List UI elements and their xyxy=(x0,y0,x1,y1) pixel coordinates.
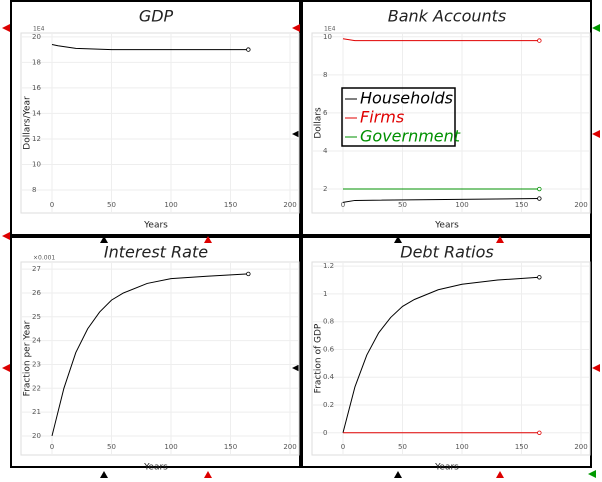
y-tick-label: 26 xyxy=(32,289,41,297)
y-axis-label: Fraction per Year xyxy=(23,320,33,396)
series-line xyxy=(51,273,249,437)
legend-box xyxy=(341,87,456,147)
y-tick-label: 0 xyxy=(323,429,327,437)
chart-title: Debt Ratios xyxy=(400,243,493,262)
y-tick-label: 27 xyxy=(32,265,41,273)
x-tick-label: 50 xyxy=(398,443,407,451)
x-tick-label: 0 xyxy=(50,201,54,209)
y-tick-label: 20 xyxy=(32,33,41,41)
end-marker xyxy=(537,186,542,192)
chart-title: GDP xyxy=(139,7,174,26)
y-tick-label: 1.2 xyxy=(323,262,334,270)
series-line xyxy=(342,276,540,433)
x-tick-label: 50 xyxy=(107,201,116,209)
end-marker xyxy=(246,271,251,277)
y-tick-label: 20 xyxy=(32,432,41,440)
x-tick-label: 0 xyxy=(341,443,345,451)
x-tick-label: 200 xyxy=(574,201,587,209)
x-tick-label: 50 xyxy=(398,201,407,209)
x-tick-label: 100 xyxy=(455,443,468,451)
y-tick-label: 21 xyxy=(32,408,41,416)
y-multiplier: 1E4 xyxy=(324,26,336,33)
series-line xyxy=(342,198,540,203)
end-marker xyxy=(537,196,542,201)
x-axis-label: Years xyxy=(143,221,168,231)
end-marker xyxy=(537,430,542,435)
x-axis-label: Years xyxy=(434,463,459,473)
end-marker xyxy=(246,47,251,52)
y-tick-label: 4 xyxy=(323,147,328,155)
y-axis-label: Dollars/Year xyxy=(23,96,33,150)
x-tick-label: 150 xyxy=(515,201,528,209)
x-tick-label: 150 xyxy=(515,443,528,451)
x-tick-label: 150 xyxy=(224,201,237,209)
chart-title: Interest Rate xyxy=(104,243,208,262)
ports xyxy=(2,24,600,478)
end-marker xyxy=(537,38,542,43)
y-tick-label: 8 xyxy=(323,71,327,79)
plot-frame xyxy=(311,32,591,214)
y-axis-label: Fraction of GDP xyxy=(314,323,324,393)
y-tick-label: 14 xyxy=(32,109,41,117)
y-tick-label: 8 xyxy=(32,186,36,194)
x-tick-label: 50 xyxy=(107,443,116,451)
y-tick-label: 23 xyxy=(32,360,41,368)
plot-frame xyxy=(311,261,591,456)
y-tick-label: 1 xyxy=(323,290,327,298)
end-marker xyxy=(537,275,542,280)
y-tick-label: 18 xyxy=(32,58,41,66)
y-tick-label: 0.8 xyxy=(323,318,334,326)
plot-frame xyxy=(20,32,300,214)
x-tick-label: 0 xyxy=(50,443,54,451)
y-tick-label: 0.2 xyxy=(323,401,334,409)
series-line xyxy=(342,38,540,42)
legend-entry: Government xyxy=(360,127,461,146)
x-tick-label: 200 xyxy=(283,201,296,209)
y-multiplier: ×0.001 xyxy=(33,255,55,262)
panel-frame xyxy=(10,0,301,236)
y-multiplier: 1E4 xyxy=(33,26,45,33)
y-tick-label: 22 xyxy=(32,384,41,392)
x-tick-label: 200 xyxy=(283,443,296,451)
y-tick-label: 0.6 xyxy=(323,345,335,353)
y-tick-label: 10 xyxy=(32,160,41,168)
y-tick-label: 16 xyxy=(32,84,41,92)
x-axis-label: Years xyxy=(143,463,168,473)
x-axis-label: Years xyxy=(434,221,459,231)
y-tick-label: 24 xyxy=(32,337,41,345)
panel-frame xyxy=(301,236,592,468)
y-tick-label: 6 xyxy=(323,109,328,117)
y-tick-label: 2 xyxy=(323,185,327,193)
y-tick-label: 10 xyxy=(323,33,332,41)
y-axis-label: Dollars xyxy=(314,107,324,139)
chart-title: Bank Accounts xyxy=(388,7,507,26)
plot-frame xyxy=(20,261,300,456)
x-tick-label: 100 xyxy=(455,201,468,209)
x-tick-label: 150 xyxy=(224,443,237,451)
panel-frame xyxy=(301,0,592,236)
x-tick-label: 200 xyxy=(574,443,587,451)
x-tick-label: 0 xyxy=(341,201,345,209)
legend-entry: Firms xyxy=(360,108,404,127)
series-line xyxy=(51,44,249,51)
y-tick-label: 25 xyxy=(32,313,41,321)
y-tick-label: 12 xyxy=(32,135,41,143)
panel-frame xyxy=(10,236,301,468)
y-tick-label: 0.4 xyxy=(323,373,335,381)
x-tick-label: 100 xyxy=(164,201,177,209)
x-tick-label: 100 xyxy=(164,443,177,451)
legend-entry: Households xyxy=(360,89,453,108)
